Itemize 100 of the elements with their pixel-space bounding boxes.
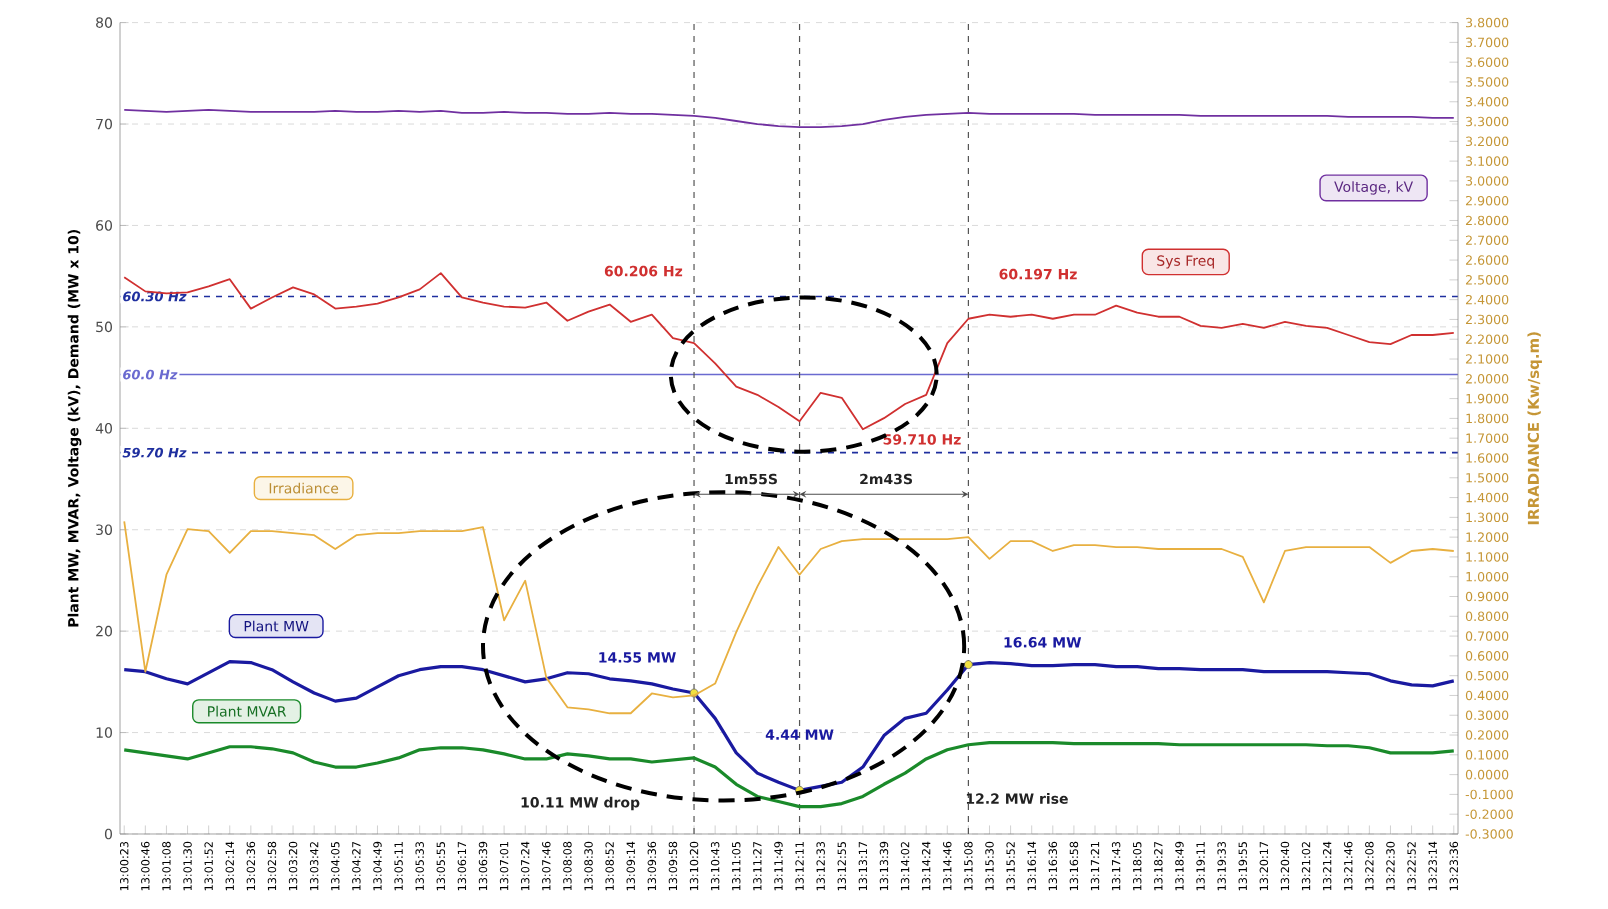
- x-tick-label: 13:09:36: [647, 841, 657, 891]
- y2-tick-label: 2.3000: [1465, 314, 1509, 325]
- x-tick-label: 13:10:43: [710, 841, 720, 891]
- y2-tick-label: 1.2000: [1466, 532, 1509, 542]
- y2-tick-label: 0.7000: [1465, 631, 1509, 641]
- x-tick-label: 13:14:02: [900, 842, 910, 891]
- y2-tick-label: 1.9000: [1466, 393, 1509, 404]
- x-tick-label: 13:09:58: [668, 841, 678, 891]
- annotation: 1m55S: [725, 473, 777, 485]
- x-tick-label: 13:11:27: [753, 842, 762, 891]
- x-tick-label: 13:08:52: [605, 842, 614, 891]
- x-tick-label: 13:16:58: [1069, 841, 1079, 891]
- y2-tick-label: 2.5000: [1465, 275, 1509, 285]
- y-tick-label: 20: [96, 625, 112, 637]
- y2-tick-label: 2.4000: [1465, 294, 1509, 305]
- x-tick-label: 13:17:43: [1111, 841, 1121, 891]
- y-tick-label: 0: [104, 828, 112, 840]
- x-tick-label: 13:04:05: [331, 842, 340, 891]
- y2-tick-label: 3.8000: [1466, 17, 1509, 28]
- annotation: 4.44 MW: [765, 729, 834, 740]
- x-tick-label: 13:00:23: [119, 841, 129, 891]
- y2-tick-label: 2.7000: [1465, 235, 1509, 246]
- x-tick-label: 13:17:21: [1090, 842, 1100, 891]
- annotation: 59.710 Hz: [883, 434, 961, 445]
- x-tick-label: 13:18:27: [1154, 842, 1163, 891]
- y2-tick-label: 0.0000: [1465, 769, 1509, 780]
- x-tick-label: 13:07:24: [520, 841, 530, 891]
- y2-tick-label: 0.2000: [1465, 730, 1509, 740]
- y2-tick-label: 3.1000: [1466, 156, 1509, 166]
- annotation: 60.197 Hz: [999, 268, 1077, 280]
- y2-tick-label: -0.3000: [1465, 829, 1513, 839]
- y2-tick-label: 0.4000: [1465, 690, 1509, 701]
- x-tick-label: 13:22:52: [1407, 842, 1416, 891]
- x-tick-label: 13:04:49: [373, 841, 382, 891]
- x-tick-label: 13:10:20: [689, 841, 699, 891]
- ref-line-label: 60.0 Hz: [123, 369, 178, 380]
- y2-tick-label: 1.6000: [1466, 453, 1509, 463]
- y2-tick-label: 1.5000: [1466, 473, 1509, 483]
- y2-tick-label: 2.8000: [1465, 215, 1509, 226]
- x-tick-label: 13:22:08: [1365, 841, 1374, 891]
- y-tick-label: 30: [96, 524, 112, 535]
- y-tick-label: 60: [96, 220, 112, 231]
- x-tick-label: 13:16:14: [1027, 841, 1036, 891]
- x-tick-label: 13:08:08: [563, 841, 572, 891]
- x-tick-label: 13:15:30: [985, 841, 994, 891]
- x-tick-label: 13:12:11: [795, 842, 804, 891]
- x-tick-label: 13:23:36: [1449, 841, 1459, 891]
- y2-tick-label: 3.3000: [1466, 116, 1509, 127]
- x-tick-label: 13:19:11: [1196, 842, 1205, 891]
- x-tick-label: 13:11:05: [732, 842, 741, 891]
- x-tick-label: 13:01:30: [183, 841, 192, 891]
- x-tick-label: 13:11:49: [774, 841, 783, 891]
- x-tick-label: 13:21:02: [1301, 842, 1311, 891]
- x-tick-label: 13:05:33: [415, 841, 424, 891]
- y2-tick-label: 3.6000: [1466, 57, 1509, 67]
- x-tick-label: 13:06:39: [478, 841, 488, 891]
- x-tick-label: 13:12:55: [837, 842, 846, 891]
- x-tick-label: 13:14:46: [943, 841, 952, 891]
- y2-tick-label: 1.4000: [1466, 492, 1509, 503]
- y2-tick-label: 0.6000: [1465, 651, 1509, 661]
- y-axis-title: Plant MW, MVAR, Voltage (kV), Demand (MW x 10): [67, 230, 82, 627]
- y2-tick-label: 2.9000: [1465, 195, 1509, 206]
- x-tick-label: 13:16:36: [1048, 841, 1058, 891]
- y2-tick-label: 3.7000: [1466, 37, 1509, 48]
- y2-tick-label: 1.8000: [1466, 413, 1509, 424]
- x-tick-label: 13:02:58: [267, 841, 277, 891]
- x-tick-label: 13:19:55: [1238, 842, 1247, 891]
- y2-tick-label: 3.0000: [1466, 176, 1509, 186]
- annotation: 2m43S: [860, 473, 913, 485]
- legend-label: Sys Freq: [1157, 255, 1214, 269]
- y2-tick-label: 2.6000: [1465, 255, 1509, 265]
- x-tick-label: 13:21:46: [1344, 841, 1353, 891]
- x-tick-label: 13:15:52: [1006, 842, 1015, 891]
- y-tick-label: 80: [96, 17, 112, 28]
- x-tick-label: 13:13:39: [879, 841, 889, 891]
- x-tick-label: 13:22:30: [1386, 841, 1395, 891]
- y2-tick-label: -0.1000: [1465, 789, 1513, 800]
- y2-tick-label: 3.5000: [1466, 77, 1509, 87]
- x-tick-label: 13:02:36: [246, 841, 256, 891]
- ref-line-label: 59.70 Hz: [122, 447, 187, 458]
- y-tick-label: 40: [95, 423, 112, 434]
- x-tick-label: 13:12:33: [816, 841, 825, 891]
- x-tick-label: 13:00:46: [141, 841, 150, 891]
- x-tick-label: 13:18:05: [1132, 842, 1142, 891]
- y2-tick-label: 0.5000: [1465, 670, 1509, 681]
- x-tick-label: 13:20:17: [1259, 842, 1269, 891]
- x-tick-label: 13:01:52: [204, 842, 213, 891]
- y2-tick-label: 0.8000: [1465, 611, 1509, 622]
- x-tick-label: 13:01:08: [162, 841, 171, 891]
- y2-tick-label: 2.1000: [1465, 354, 1509, 364]
- x-tick-label: 13:03:20: [288, 841, 298, 891]
- x-tick-label: 13:07:46: [542, 841, 551, 891]
- x-tick-label: 13:23:14: [1428, 841, 1437, 891]
- y2-tick-label: 1.7000: [1466, 433, 1509, 443]
- y2-tick-label: 2.2000: [1465, 334, 1509, 345]
- x-tick-label: 13:21:24: [1322, 841, 1332, 891]
- x-tick-label: 13:13:17: [858, 842, 868, 891]
- annotation: 10.11 MW drop: [521, 796, 640, 811]
- x-tick-label: 13:05:11: [394, 842, 403, 891]
- x-tick-label: 13:07:01: [499, 842, 509, 891]
